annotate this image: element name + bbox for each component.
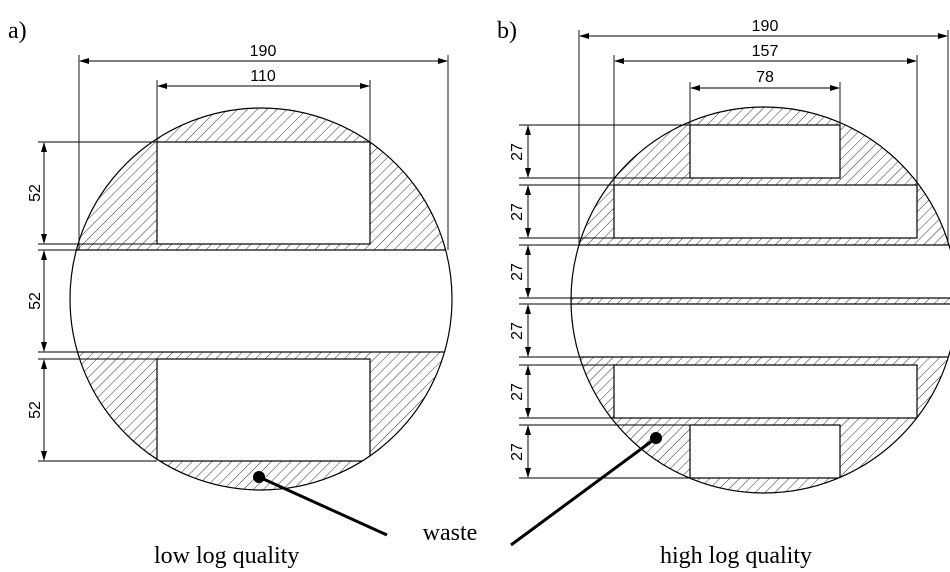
dim-b-h6: 27 (509, 443, 526, 461)
board-b-4 (571, 303, 950, 358)
caption-a: low log quality (154, 543, 299, 569)
dim-b-78: 78 (756, 69, 774, 86)
board-b-3 (571, 244, 950, 299)
dim-b-h2: 27 (509, 203, 526, 221)
dim-b-h1: 27 (509, 143, 526, 161)
board-a-bottom (156, 358, 371, 462)
board-b-5 (613, 364, 918, 419)
waste-leader-b (510, 436, 657, 547)
log-section-a (69, 107, 453, 491)
dim-a-190: 190 (250, 43, 277, 60)
panel-b-label: b) (497, 18, 517, 44)
waste-marker-b (650, 432, 662, 444)
panel-a: a) (8, 18, 453, 569)
panel-a-label: a) (8, 18, 27, 44)
dim-a-h1: 52 (27, 184, 44, 202)
waste-label: waste (423, 520, 478, 546)
dim-b-h3: 27 (509, 263, 526, 281)
dim-b-190: 190 (752, 18, 779, 35)
dim-a-110: 110 (250, 68, 276, 85)
panel-b: b) (497, 18, 950, 569)
board-b-2 (613, 184, 918, 239)
waste-callout: waste (253, 432, 662, 547)
waste-marker-a (253, 471, 265, 483)
board-a-middle (70, 249, 452, 353)
caption-b: high log quality (660, 543, 812, 569)
board-a-top (156, 141, 371, 245)
log-section-b (570, 106, 950, 494)
dim-b-157: 157 (752, 43, 779, 60)
waste-leader-a (258, 475, 388, 537)
dim-a-h2: 52 (27, 292, 44, 310)
dim-a-h3: 52 (27, 401, 44, 419)
dim-b-h4: 27 (509, 322, 526, 340)
dim-b-h5: 27 (509, 383, 526, 401)
board-b-6 (689, 424, 841, 479)
board-b-1 (689, 124, 841, 179)
